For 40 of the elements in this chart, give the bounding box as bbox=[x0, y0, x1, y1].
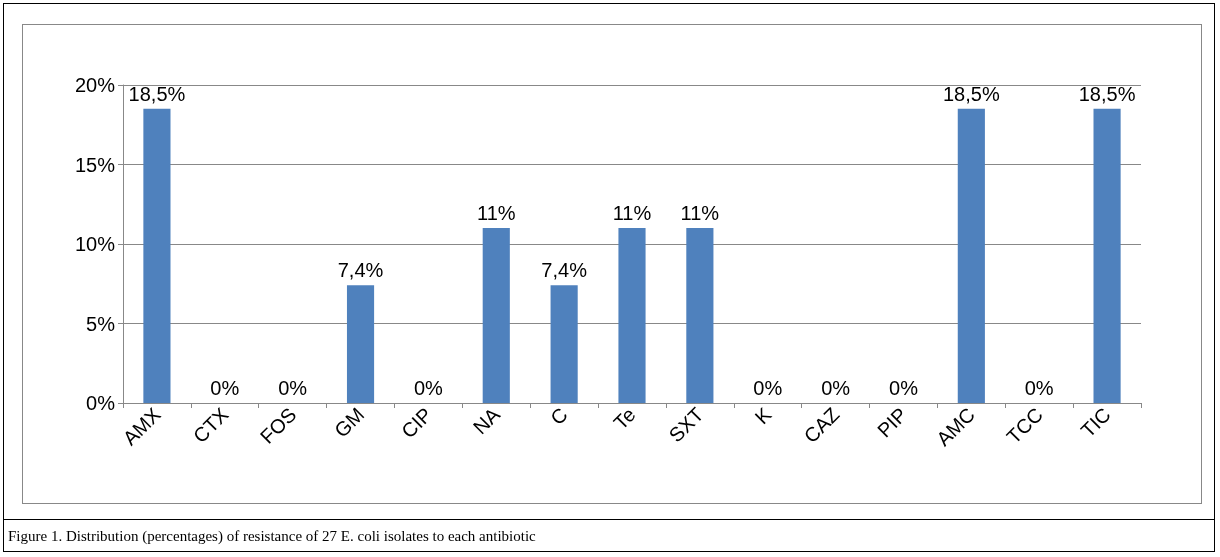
x-tick-label: PIP bbox=[872, 403, 912, 442]
data-label: 0% bbox=[821, 377, 851, 399]
data-label: 11% bbox=[476, 202, 516, 225]
x-tick-label: TCC bbox=[1002, 403, 1047, 448]
data-label: 18,5% bbox=[128, 82, 186, 105]
data-label: 11% bbox=[612, 202, 652, 225]
x-tick-label: C bbox=[546, 403, 572, 429]
bar bbox=[550, 285, 578, 403]
x-tick-label: TIC bbox=[1076, 403, 1115, 442]
y-tick-label: 15% bbox=[74, 153, 116, 176]
bar bbox=[346, 285, 375, 403]
x-tick-label: GM bbox=[329, 403, 369, 442]
bar bbox=[618, 228, 646, 403]
data-label: 0% bbox=[413, 377, 444, 399]
data-label: 18,5% bbox=[942, 82, 1000, 105]
data-label: 18,5% bbox=[1078, 82, 1136, 105]
caption: Figure 1. Distribution (percentages) of resistance of 27 E. coli isolates to each antibiotic bbox=[4, 519, 1214, 553]
y-tick-label: 20% bbox=[74, 74, 116, 96]
x-tick-label: CTX bbox=[188, 403, 233, 448]
bar bbox=[686, 228, 714, 403]
x-tick-label: CAZ bbox=[799, 403, 844, 448]
bar bbox=[957, 108, 985, 403]
data-label: 7,4% bbox=[541, 259, 588, 282]
data-label: 0% bbox=[753, 377, 783, 399]
y-tick-label: 10% bbox=[74, 233, 116, 255]
data-label: 11% bbox=[680, 202, 720, 225]
data-label: 0% bbox=[278, 377, 308, 399]
data-label: 0% bbox=[210, 377, 240, 399]
x-tick-label: Te bbox=[609, 403, 640, 434]
x-tick-label: NA bbox=[468, 402, 505, 439]
x-tick-label: K bbox=[750, 402, 776, 429]
y-tick-label: 0% bbox=[86, 392, 116, 414]
data-label: 0% bbox=[889, 377, 919, 399]
data-label: 7,4% bbox=[337, 259, 384, 282]
x-tick-label: CIP bbox=[397, 403, 437, 443]
bar bbox=[143, 108, 171, 403]
y-tick-label: 5% bbox=[86, 312, 116, 335]
bar bbox=[1093, 108, 1121, 403]
bar bbox=[482, 228, 510, 403]
data-label: 0% bbox=[1024, 377, 1054, 399]
